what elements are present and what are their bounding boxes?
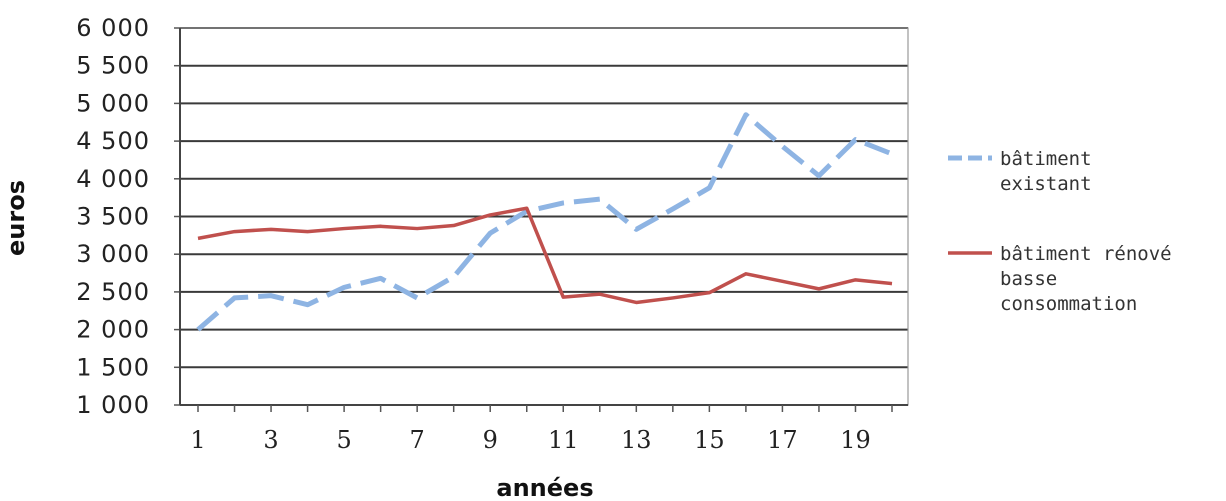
y-tick-label-5000: 5 000 [76, 89, 150, 117]
y-axis-title: euros [2, 180, 30, 256]
legend-label-batiment-existant-line1: bâtiment [1000, 148, 1092, 170]
data-point-batiment-renove-basse-consommation-3 [269, 227, 273, 231]
y-tick-label-2000: 2 000 [76, 316, 150, 344]
data-point-batiment-existant-14 [671, 207, 675, 211]
y-tick-label-3500: 3 500 [76, 203, 150, 231]
legend-label-batiment-renove-line2: basse [1000, 268, 1057, 290]
data-point-batiment-existant-7 [415, 296, 419, 300]
x-tick-label-1: 1 [190, 426, 205, 454]
data-point-batiment-existant-19 [853, 138, 857, 142]
data-point-batiment-existant-20 [890, 152, 894, 156]
data-point-batiment-renove-basse-consommation-20 [890, 282, 894, 286]
x-tick-label-9: 9 [483, 426, 498, 454]
data-point-batiment-existant-1 [196, 328, 200, 332]
data-point-batiment-renove-basse-consommation-2 [233, 230, 237, 234]
x-tick-label-3: 3 [263, 426, 278, 454]
data-point-batiment-renove-basse-consommation-13 [634, 300, 638, 304]
x-tick-label-19: 19 [840, 426, 871, 454]
data-point-batiment-existant-6 [379, 276, 383, 280]
y-tick-label-6000: 6 000 [76, 14, 150, 42]
axes [174, 27, 909, 412]
data-point-batiment-existant-11 [561, 201, 565, 205]
data-point-batiment-renove-basse-consommation-6 [379, 224, 383, 228]
data-point-batiment-renove-basse-consommation-12 [598, 292, 602, 296]
data-point-batiment-existant-8 [452, 275, 456, 279]
data-point-batiment-renove-basse-consommation-19 [853, 278, 857, 282]
legend: bâtiment existant bâtiment rénové basse … [948, 148, 1172, 315]
data-point-batiment-existant-16 [744, 113, 748, 117]
data-point-batiment-renove-basse-consommation-18 [817, 287, 821, 291]
x-tick-label-15: 15 [694, 426, 725, 454]
y-tick-label-4500: 4 500 [76, 127, 150, 155]
data-point-batiment-renove-basse-consommation-16 [744, 272, 748, 276]
data-point-batiment-renove-basse-consommation-4 [306, 230, 310, 234]
series-lines [196, 112, 894, 332]
data-point-batiment-existant-12 [598, 197, 602, 201]
legend-label-batiment-renove-line3: consommation [1000, 293, 1137, 315]
data-point-batiment-existant-18 [817, 174, 821, 178]
x-tick-labels: 1 3 5 7 9 11 13 15 17 19 [190, 426, 870, 454]
y-tick-labels: 1 000 1 500 2 000 2 500 3 000 3 500 4 000 4 500… [76, 14, 150, 419]
y-tick-label-3000: 3 000 [76, 240, 150, 268]
y-tick-label-1000: 1 000 [76, 391, 150, 419]
series-line-batiment-renove-basse-consommation [197, 206, 893, 305]
data-point-batiment-renove-basse-consommation-10 [525, 206, 529, 210]
y-tick-label-4000: 4 000 [76, 165, 150, 193]
data-point-batiment-existant-17 [780, 144, 784, 148]
x-tick-label-17: 17 [767, 426, 798, 454]
data-point-batiment-existant-2 [233, 296, 237, 300]
data-point-batiment-renove-basse-consommation-15 [707, 291, 711, 295]
data-point-batiment-existant-4 [306, 303, 310, 307]
x-tick-label-7: 7 [410, 426, 425, 454]
series-line-batiment-existant [196, 112, 893, 332]
data-point-batiment-renove-basse-consommation-17 [780, 279, 784, 283]
y-tick-label-5500: 5 500 [76, 52, 150, 80]
data-point-batiment-existant-15 [707, 186, 711, 190]
data-point-batiment-existant-13 [634, 227, 638, 231]
data-point-batiment-renove-basse-consommation-1 [196, 236, 200, 240]
x-tick-label-13: 13 [621, 426, 652, 454]
x-axis-title: années [496, 474, 593, 501]
data-point-batiment-renove-basse-consommation-8 [452, 224, 456, 228]
data-point-batiment-renove-basse-consommation-14 [671, 296, 675, 300]
legend-label-batiment-renove-line1: bâtiment rénové [1000, 243, 1172, 265]
x-tick-label-5: 5 [336, 426, 351, 454]
x-tick-label-11: 11 [548, 426, 579, 454]
data-point-batiment-renove-basse-consommation-7 [415, 227, 419, 231]
data-point-batiment-existant-3 [269, 294, 273, 298]
y-tick-label-1500: 1 500 [76, 353, 150, 381]
y-tick-label-2500: 2 500 [76, 278, 150, 306]
gridlines [180, 27, 908, 369]
legend-label-batiment-existant-line2: existant [1000, 173, 1092, 195]
data-point-batiment-existant-5 [342, 285, 346, 289]
data-point-batiment-renove-basse-consommation-9 [488, 213, 492, 217]
data-point-batiment-renove-basse-consommation-5 [342, 227, 346, 231]
data-point-batiment-renove-basse-consommation-11 [561, 295, 565, 299]
data-point-batiment-existant-9 [488, 231, 492, 235]
